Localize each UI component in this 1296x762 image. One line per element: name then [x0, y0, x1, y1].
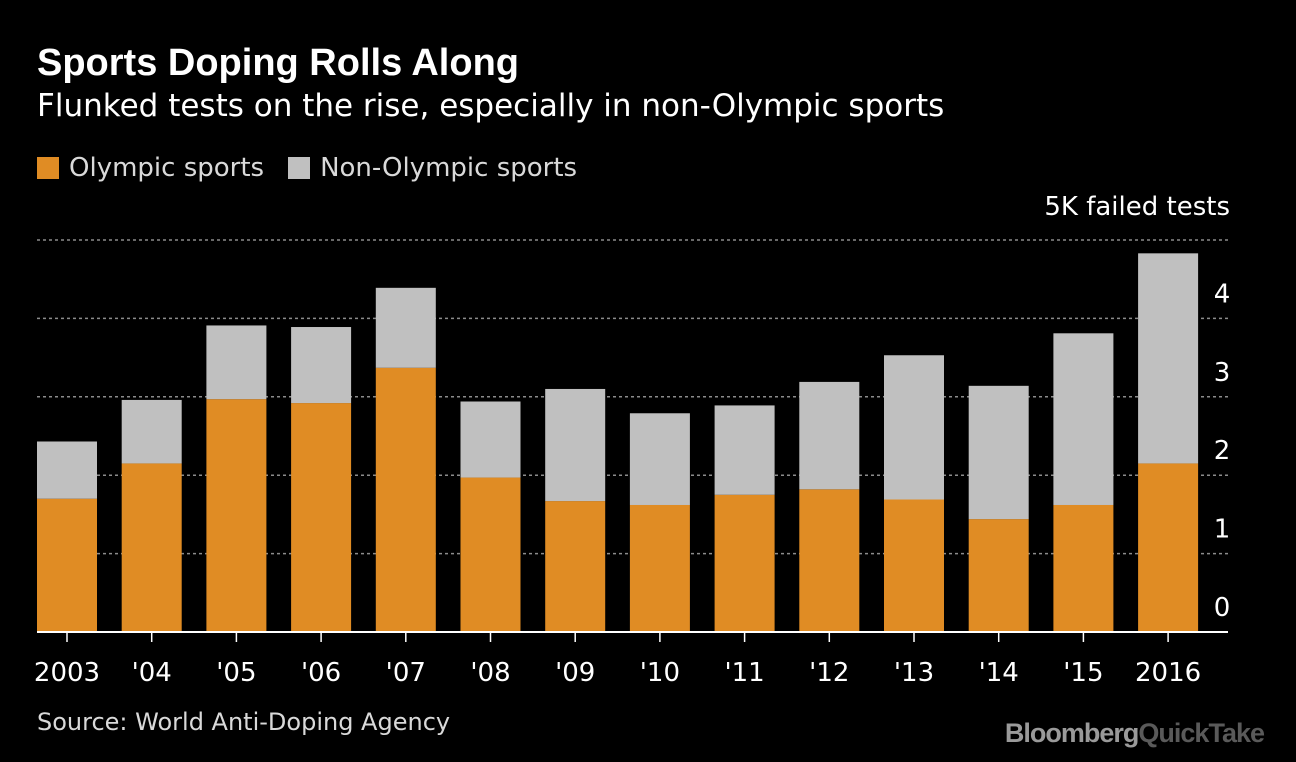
bar-non-olympic-9: [799, 381, 860, 490]
x-tick-label-13: 2016: [1135, 658, 1201, 688]
bar-olympic-10: [884, 499, 944, 632]
bar-non-olympic-13: [1138, 253, 1199, 464]
bar-olympic-2: [206, 399, 267, 632]
bar-olympic-13: [1138, 463, 1199, 632]
bar-olympic-8: [714, 494, 775, 632]
x-tick-label-7: '10: [640, 658, 680, 688]
x-tick-label-12: '15: [1063, 658, 1103, 688]
y-tick-label-1: 1: [1214, 515, 1231, 545]
bar-non-olympic-12: [1053, 333, 1114, 505]
x-tick-label-2: '05: [216, 658, 256, 688]
bar-olympic-9: [799, 489, 860, 632]
y-tick-label-2: 2: [1214, 436, 1231, 466]
bar-olympic-7: [629, 504, 690, 632]
legend-swatch-olympic: [37, 157, 59, 179]
bar-olympic-4: [375, 367, 436, 632]
bar-non-olympic-1: [121, 399, 182, 464]
source-note: Source: World Anti-Doping Agency: [37, 708, 451, 736]
chart-subtitle: Flunked tests on the rise, especially in…: [37, 88, 945, 124]
y-tick-label-3: 3: [1214, 358, 1231, 388]
bar-non-olympic-3: [291, 327, 352, 404]
legend-swatch-non-olympic: [288, 157, 311, 179]
bar-olympic-12: [1053, 504, 1114, 632]
bar-non-olympic-2: [206, 325, 267, 400]
bar-olympic-0: [37, 498, 97, 632]
x-tick-label-0: 2003: [34, 658, 100, 688]
y-axis-unit-label: 5K failed tests: [1044, 192, 1230, 222]
x-tick-label-11: '14: [979, 658, 1019, 688]
bloomberg-quicktake-logo: BloombergQuickTake: [1004, 718, 1265, 748]
chart-title: Sports Doping Rolls Along: [37, 42, 519, 84]
legend-item-olympic: Olympic sports: [37, 153, 264, 183]
x-tick-label-3: '06: [301, 658, 341, 688]
legend-label-non-olympic: Non-Olympic sports: [320, 153, 578, 183]
x-tick-label-1: '04: [132, 658, 172, 688]
bar-olympic-3: [291, 403, 352, 632]
bar-olympic-5: [460, 477, 521, 632]
x-tick-label-9: '12: [809, 658, 849, 688]
x-tick-label-10: '13: [894, 658, 934, 688]
legend: Olympic sports Non-Olympic sports: [37, 150, 601, 186]
bar-non-olympic-11: [968, 385, 1029, 520]
y-tick-label-4: 4: [1214, 279, 1231, 309]
bar-non-olympic-4: [375, 287, 436, 368]
bar-olympic-11: [968, 519, 1029, 632]
bar-non-olympic-5: [460, 401, 521, 478]
x-tick-label-4: '07: [386, 658, 426, 688]
bar-non-olympic-8: [714, 405, 775, 495]
y-tick-label-0: 0: [1214, 593, 1231, 623]
legend-item-non-olympic: Non-Olympic sports: [288, 153, 577, 183]
bar-non-olympic-10: [884, 355, 944, 500]
bar-olympic-6: [545, 501, 606, 632]
x-tick-label-5: '08: [470, 658, 510, 688]
bar-non-olympic-0: [37, 441, 97, 499]
legend-label-olympic: Olympic sports: [69, 153, 265, 183]
bar-non-olympic-6: [545, 388, 606, 502]
x-tick-label-8: '11: [724, 658, 764, 688]
bar-non-olympic-7: [629, 413, 690, 505]
bar-olympic-1: [121, 463, 182, 632]
x-tick-label-6: '09: [555, 658, 595, 688]
